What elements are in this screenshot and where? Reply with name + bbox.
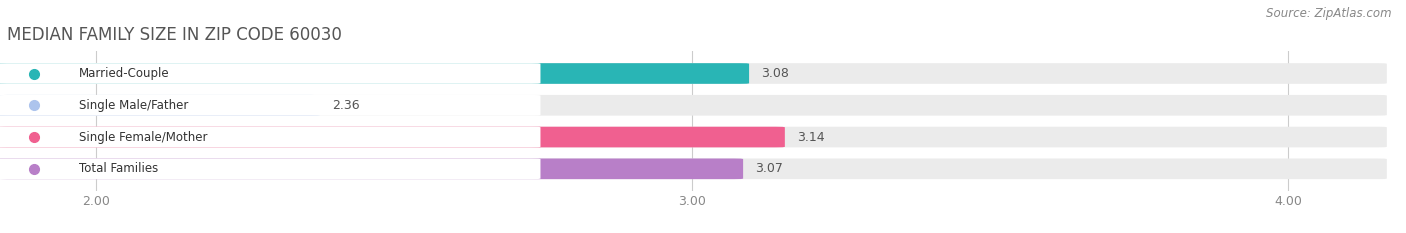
Text: 3.08: 3.08 — [761, 67, 789, 80]
Text: 3.14: 3.14 — [797, 130, 824, 144]
Text: Single Female/Mother: Single Female/Mother — [79, 130, 207, 144]
Text: 3.07: 3.07 — [755, 162, 783, 175]
FancyBboxPatch shape — [0, 127, 540, 147]
Text: Total Families: Total Families — [79, 162, 157, 175]
FancyBboxPatch shape — [0, 158, 1386, 179]
FancyBboxPatch shape — [0, 127, 785, 147]
FancyBboxPatch shape — [0, 95, 321, 116]
FancyBboxPatch shape — [0, 63, 1386, 84]
Text: 2.36: 2.36 — [332, 99, 360, 112]
FancyBboxPatch shape — [0, 158, 744, 179]
FancyBboxPatch shape — [0, 158, 540, 179]
FancyBboxPatch shape — [0, 63, 540, 84]
FancyBboxPatch shape — [0, 95, 540, 116]
FancyBboxPatch shape — [0, 63, 749, 84]
Text: Source: ZipAtlas.com: Source: ZipAtlas.com — [1267, 7, 1392, 20]
Text: Married-Couple: Married-Couple — [79, 67, 169, 80]
Text: Single Male/Father: Single Male/Father — [79, 99, 188, 112]
FancyBboxPatch shape — [0, 127, 1386, 147]
Text: MEDIAN FAMILY SIZE IN ZIP CODE 60030: MEDIAN FAMILY SIZE IN ZIP CODE 60030 — [7, 26, 342, 44]
FancyBboxPatch shape — [0, 95, 1386, 116]
